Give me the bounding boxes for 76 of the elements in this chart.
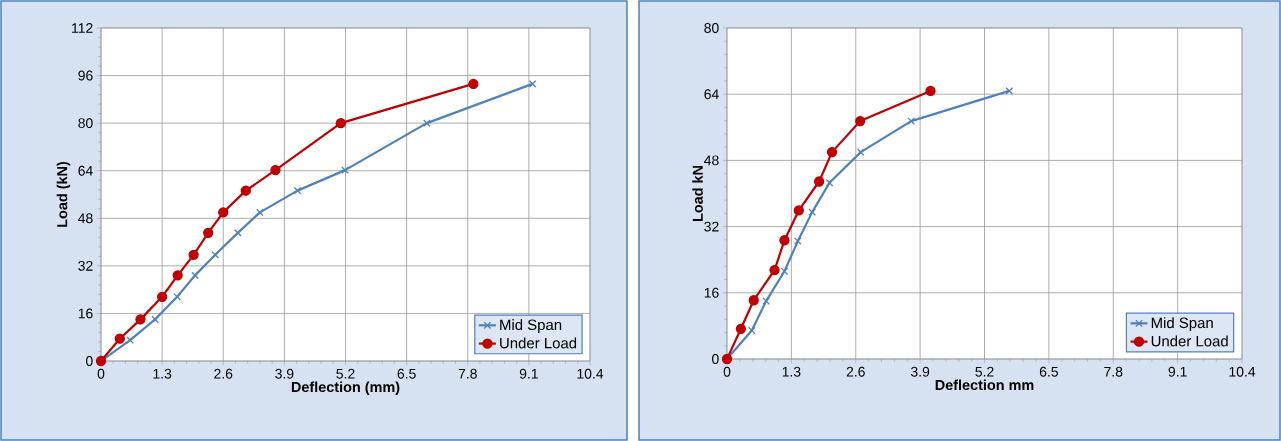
x-tick-label: 10.4 xyxy=(1229,366,1256,377)
y-tick-label: 0 xyxy=(86,356,93,366)
point xyxy=(156,291,168,302)
x-tick-label: 6.5 xyxy=(397,368,416,379)
point xyxy=(808,208,817,216)
y-tick-label: 96 xyxy=(78,70,93,81)
legend-label: Under Load xyxy=(500,337,577,349)
point xyxy=(925,85,936,97)
y-axis-title: Load (kN) xyxy=(56,161,71,227)
x-tick-label: 0 xyxy=(97,368,105,379)
y-tick-label: 112 xyxy=(72,23,93,33)
x-tick-label: 5.2 xyxy=(975,366,994,377)
point xyxy=(826,146,838,158)
x-tick-label: 10.4 xyxy=(577,368,604,379)
y-tick-label: 0 xyxy=(712,354,719,364)
point xyxy=(748,295,759,306)
x-tick-label: 7.8 xyxy=(458,368,477,379)
y-tick-label: 80 xyxy=(704,23,719,33)
point xyxy=(855,115,866,127)
point xyxy=(256,208,264,217)
point xyxy=(780,267,789,276)
point xyxy=(793,205,804,216)
point xyxy=(468,78,479,90)
point xyxy=(1005,87,1014,95)
x-tick-label: 5.2 xyxy=(336,368,355,379)
point xyxy=(335,117,346,129)
y-tick-label: 16 xyxy=(78,308,93,319)
point xyxy=(203,227,214,238)
y-tick-label: 32 xyxy=(704,221,719,232)
point xyxy=(293,186,302,195)
y-tick-label: 32 xyxy=(78,260,93,271)
point xyxy=(191,271,199,280)
point xyxy=(114,333,125,344)
x-tick-label: 3.9 xyxy=(275,368,294,379)
point xyxy=(172,270,183,281)
y-tick-label: 80 xyxy=(78,118,93,129)
x-tick-label: 7.8 xyxy=(1104,366,1123,377)
point xyxy=(856,148,865,156)
point xyxy=(769,264,780,276)
y-axis-title: Load kN xyxy=(692,165,703,222)
point xyxy=(793,237,802,245)
legend-label: Mid Span xyxy=(500,319,562,334)
point xyxy=(135,314,146,325)
y-tick-label: 64 xyxy=(704,89,719,100)
point xyxy=(240,185,251,196)
y-tick-label: 16 xyxy=(704,287,719,298)
point xyxy=(423,119,431,127)
x-tick-label: 0 xyxy=(723,366,731,377)
point xyxy=(211,251,220,259)
x-tick-label: 1.3 xyxy=(153,368,172,379)
point xyxy=(188,249,199,261)
point xyxy=(233,229,242,237)
x-tick-label: 1.3 xyxy=(782,366,801,377)
point xyxy=(528,80,537,88)
legend-label: Mid Span xyxy=(1151,317,1213,332)
point xyxy=(735,323,747,334)
point xyxy=(151,315,159,324)
x-axis-title: Deflection (mm) xyxy=(291,381,400,395)
y-tick-label: 48 xyxy=(78,213,93,224)
point xyxy=(270,164,281,176)
point xyxy=(779,235,790,246)
point xyxy=(813,176,825,187)
point xyxy=(218,207,229,218)
y-tick-label: 48 xyxy=(704,155,719,166)
x-tick-label: 2.6 xyxy=(214,368,233,379)
y-tick-label: 64 xyxy=(78,165,93,176)
x-axis-title: Deflection mm xyxy=(935,379,1034,391)
x-tick-label: 9.1 xyxy=(1168,366,1187,377)
point xyxy=(825,178,834,187)
point xyxy=(907,117,916,125)
x-tick-label: 9.1 xyxy=(519,368,538,379)
x-tick-label: 2.6 xyxy=(846,366,865,377)
x-tick-label: 6.5 xyxy=(1039,366,1058,377)
x-tick-label: 3.9 xyxy=(910,366,930,377)
point xyxy=(747,326,756,335)
legend-label: Under Load xyxy=(1151,335,1228,347)
